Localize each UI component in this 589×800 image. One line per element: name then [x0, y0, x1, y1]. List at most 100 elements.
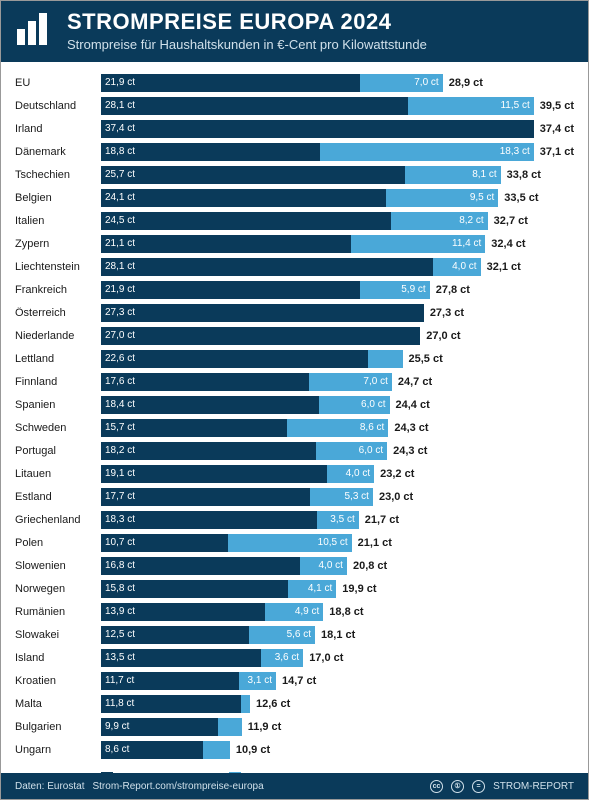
country-label: Ungarn — [15, 744, 101, 756]
total-label: 39,5 ct — [540, 100, 574, 112]
country-label: Portugal — [15, 445, 101, 457]
bar-chart: EU21,9 ct7,0 ct28,9 ct Deutschland 28,1 ct… — [1, 62, 588, 766]
bar-tax: 8,1 ct — [405, 166, 501, 184]
chart-row: EU21,9 ct7,0 ct28,9 ct — [15, 72, 574, 94]
chart-row: Zypern21,1 ct11,4 ct32,4 ct — [15, 233, 574, 255]
bar-tax: 4,0 ct — [433, 258, 480, 276]
chart-row: Schweden15,7 ct8,6 ct24,3 ct — [15, 417, 574, 439]
bar-energy: 18,4 ct — [101, 396, 319, 414]
bar-energy: 16,8 ct — [101, 557, 300, 575]
bar-area: 22,6 ct25,5 ct — [101, 350, 574, 368]
sharealike-icon: = — [472, 780, 485, 793]
bar-area: 13,5 ct3,6 ct17,0 ct — [101, 649, 574, 667]
bar-area: 21,9 ct7,0 ct28,9 ct — [101, 74, 574, 92]
bar-energy: 18,2 ct — [101, 442, 316, 460]
total-label: 20,8 ct — [353, 560, 387, 572]
country-label: Schweden — [15, 422, 101, 434]
bar-tax: 4,0 ct — [300, 557, 347, 575]
country-label: Estland — [15, 491, 101, 503]
chart-row: Frankreich21,9 ct5,9 ct27,8 ct — [15, 279, 574, 301]
country-label: Litauen — [15, 468, 101, 480]
total-label: 12,6 ct — [256, 698, 290, 710]
total-label: 21,1 ct — [358, 537, 392, 549]
bar-tax — [218, 718, 242, 736]
country-label: Deutschland — [15, 100, 101, 112]
country-label: Slowakei — [15, 629, 101, 641]
bar-area: 10,7 ct10,5 ct21,1 ct — [101, 534, 574, 552]
country-label: Irland — [15, 123, 101, 135]
bar-energy: 28,1 ct — [101, 258, 433, 276]
chart-row: Kroatien11,7 ct3,1 ct14,7 ct — [15, 670, 574, 692]
subtitle: Strompreise für Haushaltskunden in €-Cen… — [67, 37, 574, 52]
bar-tax: 7,0 ct — [309, 373, 392, 391]
cc-icon: cc — [430, 780, 443, 793]
bar-area: 37,4 ct 37,4 ct — [101, 120, 574, 138]
chart-row: Tschechien25,7 ct8,1 ct33,8 ct — [15, 164, 574, 186]
total-label: 33,8 ct — [507, 169, 541, 181]
total-label: 33,5 ct — [504, 192, 538, 204]
chart-row: Niederlande27,0 ct27,0 ct — [15, 325, 574, 347]
country-label: Tschechien — [15, 169, 101, 181]
bar-area: 13,9 ct4,9 ct18,8 ct — [101, 603, 574, 621]
total-label: 24,4 ct — [396, 399, 430, 411]
bar-tax: 4,0 ct — [327, 465, 374, 483]
bar-area: 15,8 ct4,1 ct19,9 ct — [101, 580, 574, 598]
total-label: 27,0 ct — [426, 330, 460, 342]
country-label: Norwegen — [15, 583, 101, 595]
chart-row: Finnland17,6 ct7,0 ct24,7 ct — [15, 371, 574, 393]
chart-row: Rumänien13,9 ct4,9 ct18,8 ct — [15, 601, 574, 623]
footer: Daten: Eurostat Strom-Report.com/strompr… — [1, 773, 588, 799]
bar-area: 28,1 ct4,0 ct 32,1 ct — [101, 258, 574, 276]
bar-tax — [203, 741, 230, 759]
bar-energy: 37,4 ct — [101, 120, 534, 138]
bar-energy: 27,3 ct — [101, 304, 424, 322]
chart-row: Belgien24,1 ct9,5 ct33,5 ct — [15, 187, 574, 209]
total-label: 17,0 ct — [309, 652, 343, 664]
source-label: Daten: Eurostat — [15, 781, 84, 792]
country-label: Belgien — [15, 192, 101, 204]
bar-area: 16,8 ct4,0 ct 20,8 ct — [101, 557, 574, 575]
total-label: 24,7 ct — [398, 376, 432, 388]
total-label: 37,1 ct — [540, 146, 574, 158]
total-label: 32,4 ct — [491, 238, 525, 250]
bar-tax: 8,2 ct — [391, 212, 488, 230]
bar-area: 9,9 ct11,9 ct — [101, 718, 574, 736]
total-label: 11,9 ct — [248, 721, 282, 733]
country-label: Niederlande — [15, 330, 101, 342]
country-label: Kroatien — [15, 675, 101, 687]
chart-row: Island13,5 ct3,6 ct17,0 ct — [15, 647, 574, 669]
bar-energy: 11,7 ct — [101, 672, 239, 690]
total-label: 21,7 ct — [365, 514, 399, 526]
bar-energy: 19,1 ct — [101, 465, 327, 483]
bar-area: 18,8 ct18,3 ct37,1 ct — [101, 143, 574, 161]
total-label: 18,8 ct — [329, 606, 363, 618]
total-label: 37,4 ct — [540, 123, 574, 135]
country-label: Malta — [15, 698, 101, 710]
country-label: Österreich — [15, 307, 101, 319]
bar-area: 11,7 ct3,1 ct14,7 ct — [101, 672, 574, 690]
bar-energy: 10,7 ct — [101, 534, 228, 552]
country-label: Slowenien — [15, 560, 101, 572]
footer-right: cc ① = STROM-REPORT — [430, 780, 574, 793]
country-label: Liechtenstein — [15, 261, 101, 273]
chart-row: Griechenland18,3 ct3,5 ct21,7 ct — [15, 509, 574, 531]
footer-url: Strom-Report.com/strompreise-europa — [92, 781, 263, 792]
bar-tax: 7,0 ct — [360, 74, 443, 92]
country-label: Island — [15, 652, 101, 664]
chart-row: Irland37,4 ct37,4 ct — [15, 118, 574, 140]
bar-energy: 12,5 ct — [101, 626, 249, 644]
total-label: 27,3 ct — [430, 307, 464, 319]
bar-area: 17,7 ct5,3 ct23,0 ct — [101, 488, 574, 506]
country-label: Italien — [15, 215, 101, 227]
bar-energy: 18,8 ct — [101, 143, 320, 161]
bar-area: 27,3 ct 27,3 ct — [101, 304, 574, 322]
bar-energy: 18,3 ct — [101, 511, 317, 529]
total-label: 14,7 ct — [282, 675, 316, 687]
country-label: Finnland — [15, 376, 101, 388]
bar-tax — [241, 695, 250, 713]
bar-energy: 24,1 ct — [101, 189, 386, 207]
total-label: 32,1 ct — [487, 261, 521, 273]
bar-energy: 21,1 ct — [101, 235, 351, 253]
bar-chart-icon — [15, 9, 53, 52]
country-label: Griechenland — [15, 514, 101, 526]
